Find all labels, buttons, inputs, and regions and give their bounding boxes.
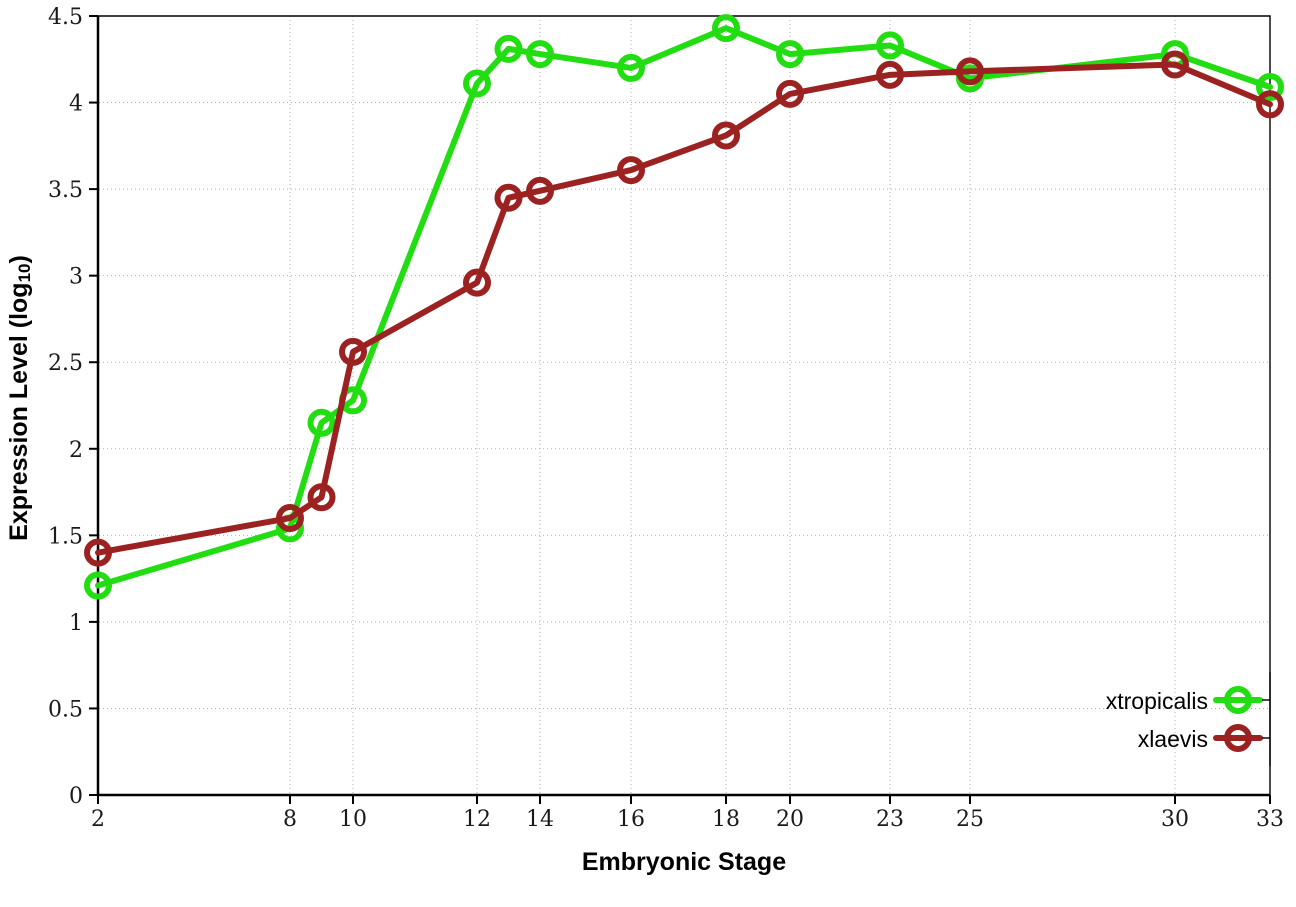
data-point-marker — [463, 69, 491, 98]
data-point-marker — [617, 53, 645, 82]
data-point-marker — [307, 483, 336, 512]
data-point-marker — [712, 14, 740, 43]
x-tick-label: 18 — [712, 807, 740, 832]
x-axis-title: Embryonic Stage — [581, 848, 787, 876]
legend-label: xtropicalis — [1106, 688, 1208, 714]
data-series-layer — [84, 14, 1284, 600]
x-tick-label: 25 — [956, 807, 984, 832]
data-point-marker — [712, 121, 740, 150]
plot-frame — [96, 15, 1271, 797]
plot-axes — [96, 16, 1270, 797]
x-tick-label: 2 — [91, 807, 105, 832]
data-point-marker — [307, 408, 336, 437]
data-point-marker — [776, 79, 804, 108]
y-tick-label: 3.5 — [48, 178, 83, 203]
data-point-marker — [494, 183, 523, 212]
data-point-marker — [956, 57, 984, 86]
data-point-marker — [1161, 50, 1189, 79]
data-point-marker — [776, 40, 804, 69]
data-point-marker — [84, 538, 112, 567]
x-tick-label: 30 — [1161, 807, 1189, 832]
legend-item-xtropicalis: xtropicalis — [1106, 686, 1263, 714]
y-axis-ticks: 0 0.5 1 1.5 2 2.5 3 3.5 4 4.5 — [48, 5, 98, 809]
data-point-marker — [1256, 72, 1284, 101]
x-tick-label: 23 — [876, 807, 904, 832]
data-point-marker — [876, 31, 904, 60]
y-tick-label: 0 — [69, 784, 83, 809]
data-point-marker — [494, 34, 523, 63]
legend-marker — [1224, 724, 1252, 752]
data-point-marker — [339, 337, 367, 366]
y-tick-label: 2 — [69, 438, 83, 463]
series-xlaevis — [84, 50, 1284, 567]
gridlines — [99, 16, 1270, 796]
x-tick-label: 20 — [776, 807, 804, 832]
x-tick-label: 10 — [339, 807, 367, 832]
series-line — [95, 25, 1273, 589]
plot-frame-top-right — [98, 15, 1271, 795]
y-tick-label: 4 — [69, 92, 83, 117]
data-point-marker — [463, 268, 491, 297]
legend-label: xlaevis — [1138, 726, 1208, 752]
series-line — [95, 61, 1273, 556]
legend-item-xlaevis: xlaevis — [1138, 724, 1263, 752]
x-axis-ticks: 2 8 10 12 14 16 18 20 23 25 30 33 — [91, 795, 1284, 832]
chart-legend: xtropicalis xlaevis — [1106, 672, 1271, 766]
y-tick-label: 2.5 — [48, 351, 83, 376]
x-tick-label: 33 — [1256, 807, 1284, 832]
data-point-marker — [276, 504, 304, 533]
y-tick-label: 0.5 — [48, 697, 83, 722]
y-tick-label: 1.5 — [48, 524, 83, 549]
data-point-marker — [526, 176, 554, 205]
y-tick-label: 1 — [69, 611, 83, 636]
series-xtropicalis — [84, 14, 1284, 600]
data-point-marker — [84, 571, 112, 600]
y-tick-label: 4.5 — [48, 5, 83, 30]
data-point-marker — [1256, 90, 1284, 119]
data-point-marker — [617, 156, 645, 185]
data-point-marker — [526, 40, 554, 69]
legend-marker — [1224, 686, 1252, 714]
y-tick-label: 3 — [69, 265, 83, 290]
x-tick-label: 16 — [617, 807, 645, 832]
x-tick-label: 8 — [283, 807, 297, 832]
data-point-marker — [876, 60, 904, 89]
x-tick-label: 14 — [526, 807, 554, 832]
x-tick-label: 12 — [463, 807, 491, 832]
